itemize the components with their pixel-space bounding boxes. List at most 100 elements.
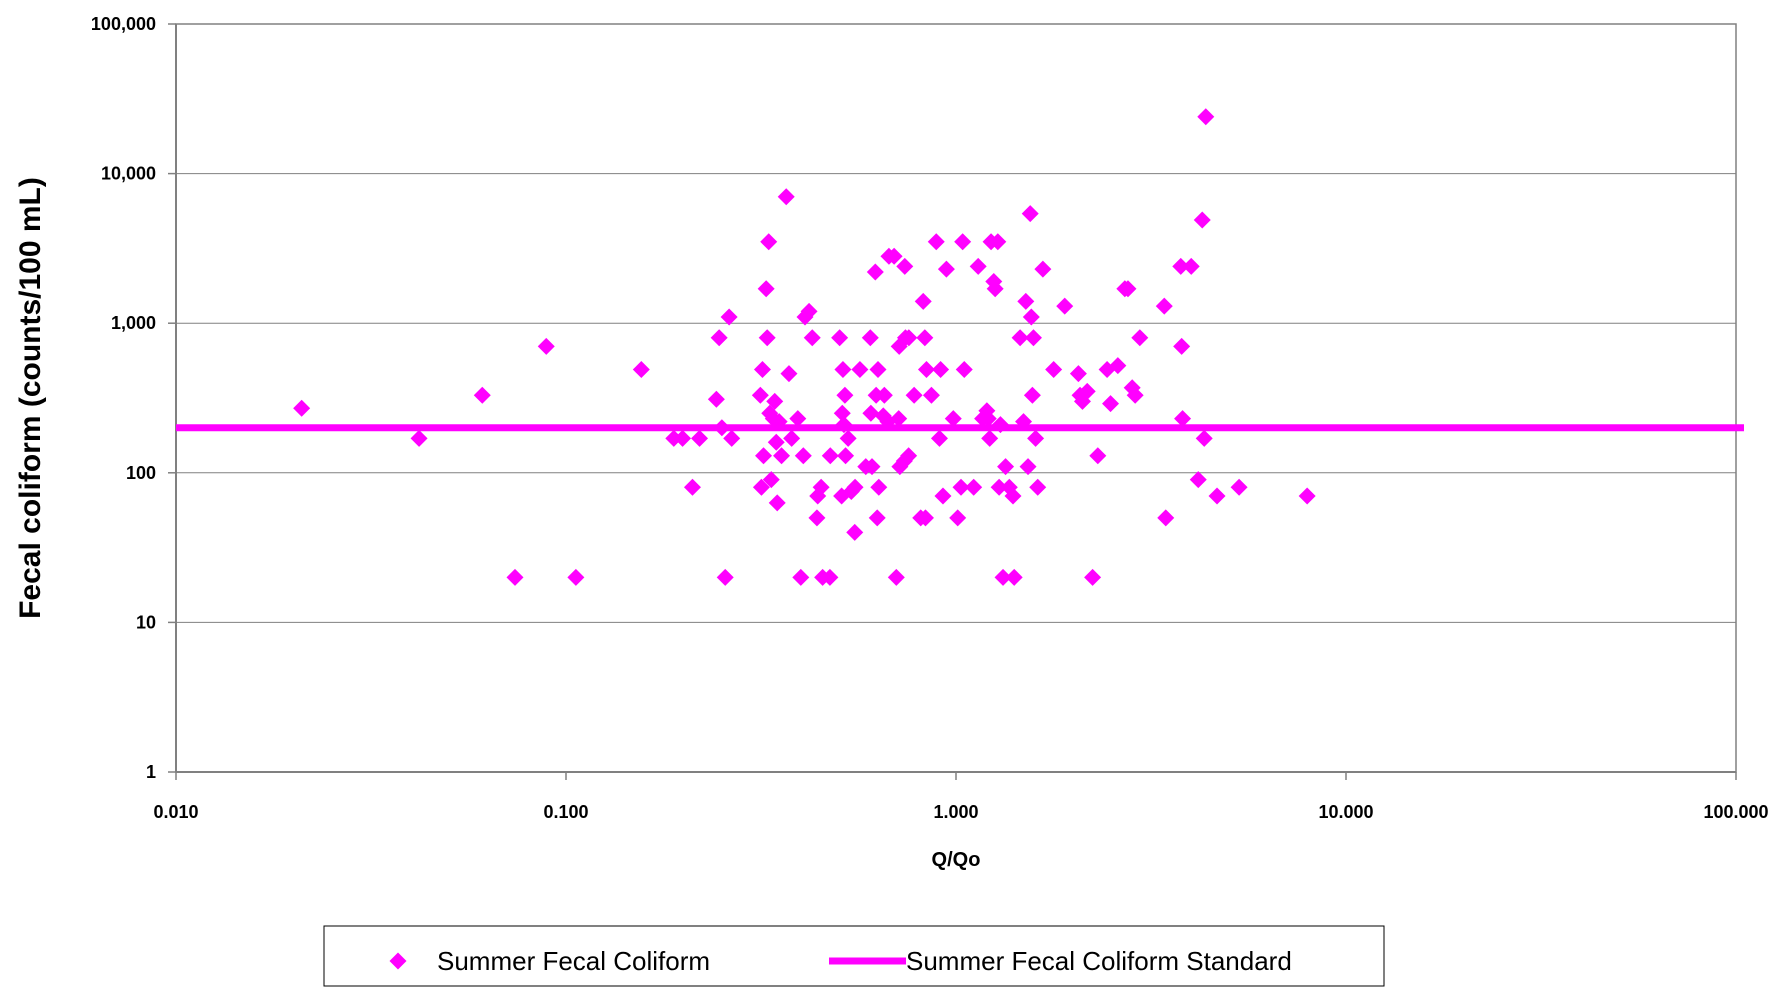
data-point (789, 410, 807, 428)
data-point (922, 386, 940, 404)
y-tick-label: 1,000 (111, 313, 156, 333)
data-point (1157, 509, 1175, 527)
data-point (944, 410, 962, 428)
data-point (866, 263, 884, 281)
data-point (900, 329, 918, 347)
data-point (1034, 260, 1052, 278)
data-point (846, 478, 864, 496)
x-tick-label: 0.010 (153, 802, 198, 822)
data-point (773, 447, 791, 465)
data-point (896, 257, 914, 275)
data-point (875, 386, 893, 404)
data-point (869, 361, 887, 379)
x-axis-title: Q/Qo (932, 849, 981, 871)
y-tick-label: 100,000 (91, 14, 156, 34)
data-point (1126, 386, 1144, 404)
data-point (674, 429, 692, 447)
data-point (885, 247, 903, 265)
data-point (1019, 458, 1037, 476)
data-point (1089, 447, 1107, 465)
data-point (777, 188, 795, 206)
data-point (1004, 487, 1022, 505)
data-point (780, 365, 798, 383)
data-point (868, 509, 886, 527)
data-point (851, 361, 869, 379)
y-tick-label: 100 (126, 463, 156, 483)
data-point (1029, 478, 1047, 496)
data-point (1102, 395, 1120, 413)
data-point (1045, 361, 1063, 379)
data-point (837, 447, 855, 465)
data-point (1174, 410, 1192, 428)
data-point (870, 478, 888, 496)
data-point (1131, 329, 1149, 347)
legend-box (323, 925, 1385, 987)
data-point (767, 433, 785, 451)
data-point (792, 568, 810, 586)
data-point (955, 361, 973, 379)
data-point (1230, 478, 1248, 496)
data-point (997, 458, 1015, 476)
data-point (949, 509, 967, 527)
data-point (723, 429, 741, 447)
data-point (665, 429, 683, 447)
data-point (755, 447, 773, 465)
data-point (981, 429, 999, 447)
y-tick-label: 10,000 (101, 164, 156, 184)
data-point (567, 568, 585, 586)
data-point (1208, 487, 1226, 505)
data-point (1011, 329, 1029, 347)
data-point (821, 447, 839, 465)
data-point (937, 260, 955, 278)
data-point (917, 361, 935, 379)
data-point (1119, 280, 1137, 298)
data-point (766, 392, 784, 410)
data-point (954, 233, 972, 251)
data-point (751, 386, 769, 404)
data-point (990, 478, 1008, 496)
legend-label-series: Summer Fecal Coliform (437, 946, 710, 976)
data-point (757, 280, 775, 298)
data-point (930, 429, 948, 447)
data-point (1197, 108, 1215, 126)
data-point (752, 478, 770, 496)
data-point (890, 410, 908, 428)
x-tick-label: 10.000 (1318, 802, 1373, 822)
legend-label-standard: Summer Fecal Coliform Standard (906, 946, 1292, 976)
data-point (887, 568, 905, 586)
data-point (691, 429, 709, 447)
data-point (1017, 292, 1035, 310)
data-point (1078, 382, 1096, 400)
data-point (808, 509, 826, 527)
data-point (537, 337, 555, 355)
data-point (707, 390, 725, 408)
data-point (862, 404, 880, 422)
x-tick-labels: 0.010 0.100 1.000 10.000 100.000 (153, 802, 1768, 822)
gridlines (168, 23, 1737, 780)
data-point (994, 568, 1012, 586)
data-point (900, 447, 918, 465)
data-point (916, 329, 934, 347)
data-point (800, 302, 818, 320)
data-point (833, 404, 851, 422)
data-point (1084, 568, 1102, 586)
data-point (293, 399, 311, 417)
data-point (758, 329, 776, 347)
data-point (760, 233, 778, 251)
data-point (683, 478, 701, 496)
data-point (1172, 257, 1190, 275)
data-point (861, 329, 879, 347)
data-point (1189, 471, 1207, 489)
x-tick-label: 100.000 (1703, 802, 1768, 822)
data-point (986, 280, 1004, 298)
data-points (293, 108, 1316, 586)
data-point (934, 487, 952, 505)
data-point (916, 509, 934, 527)
data-point (783, 429, 801, 447)
legend-marker-diamond (389, 952, 407, 970)
x-tick-label: 1.000 (933, 802, 978, 822)
data-point (803, 329, 821, 347)
data-point (1021, 205, 1039, 223)
data-point (834, 361, 852, 379)
